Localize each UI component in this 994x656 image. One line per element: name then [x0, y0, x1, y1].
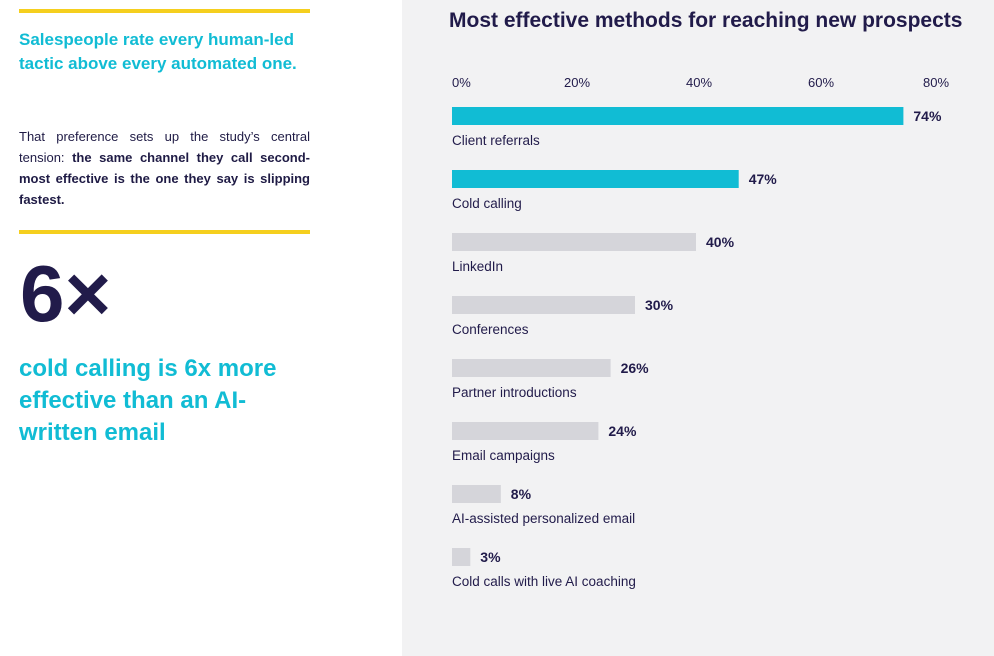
bar — [452, 359, 611, 377]
bar — [452, 296, 635, 314]
body-paragraph: That preference sets up the study’s cent… — [19, 126, 310, 210]
category-label: Cold calls with live AI coaching — [452, 574, 636, 589]
stat-value: 6× — [20, 249, 112, 338]
category-label: Email campaigns — [452, 448, 555, 463]
bar-value-label: 40% — [706, 234, 735, 250]
category-label: Client referrals — [452, 133, 540, 148]
bar-value-label: 26% — [621, 360, 650, 376]
x-tick-label: 0% — [452, 75, 471, 90]
x-tick-label: 60% — [808, 75, 834, 90]
bar-value-label: 74% — [913, 108, 942, 124]
headline: Salespeople rate every human-led tactic … — [19, 30, 297, 73]
x-tick-label: 80% — [923, 75, 949, 90]
bar-value-label: 24% — [608, 423, 637, 439]
paragraph-lead: That preference sets up the study’s cent… — [19, 129, 310, 165]
category-label: Conferences — [452, 322, 529, 337]
top-rule — [19, 9, 310, 13]
category-label: Cold calling — [452, 196, 522, 211]
stat-caption: cold calling is 6x more effective than a… — [19, 355, 277, 446]
bar-value-label: 3% — [480, 549, 501, 565]
bar — [452, 548, 471, 566]
paragraph-bold: the same channel they call second-most e… — [19, 150, 310, 207]
category-label: Partner introductions — [452, 385, 577, 400]
bar-chart: 0% 20% 40% 60% 80% 74% Client referrals 47% Cold… — [452, 75, 949, 589]
middle-rule — [19, 230, 310, 234]
chart-panel: Most effective methods for reaching new … — [402, 0, 994, 656]
category-label: LinkedIn — [452, 259, 503, 274]
bar — [452, 107, 904, 125]
bar-value-label: 30% — [645, 297, 674, 313]
x-tick-label: 20% — [564, 75, 590, 90]
chart-title: Most effective methods for reaching new … — [449, 9, 963, 32]
left-panel: Salespeople rate every human-led tactic … — [0, 0, 402, 656]
x-tick-label: 40% — [686, 75, 712, 90]
bar — [452, 233, 696, 251]
bar — [452, 422, 599, 440]
category-label: AI-assisted personalized email — [452, 511, 635, 526]
bar — [452, 485, 501, 503]
bar-value-label: 8% — [511, 486, 532, 502]
bar — [452, 170, 739, 188]
bar-value-label: 47% — [749, 171, 778, 187]
